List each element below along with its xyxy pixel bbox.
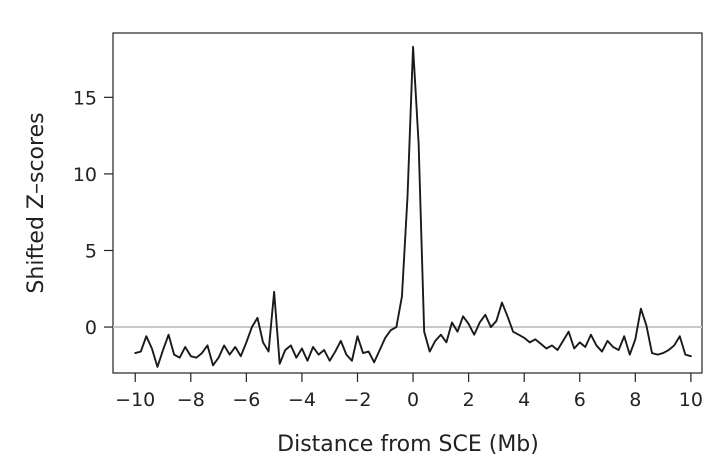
x-tick-label: −6 (232, 389, 260, 411)
y-tick-label: 5 (85, 240, 97, 262)
x-tick-label: 0 (407, 389, 419, 411)
x-tick-label: −2 (343, 389, 371, 411)
x-axis: −10 −8 −6 −4 −2 0 2 4 6 8 10 (115, 373, 703, 411)
y-axis-title: Shifted Z–scores (24, 112, 49, 293)
x-tick-label: 10 (679, 389, 703, 411)
x-tick-label: 2 (463, 389, 475, 411)
x-tick-label: −4 (288, 389, 316, 411)
x-tick-label: −10 (115, 389, 155, 411)
x-tick-label: 8 (629, 389, 641, 411)
x-axis-title: Distance from SCE (Mb) (277, 432, 539, 457)
series-line (134, 45, 692, 368)
plot-frame (112, 32, 703, 374)
x-tick-label: −8 (177, 389, 205, 411)
y-tick-label: 15 (73, 87, 97, 109)
x-tick-label: 4 (518, 389, 530, 411)
y-axis: 0 5 10 15 (73, 87, 113, 339)
x-tick-label: 6 (574, 389, 586, 411)
y-tick-label: 0 (85, 317, 97, 339)
y-tick-label: 10 (73, 164, 97, 186)
